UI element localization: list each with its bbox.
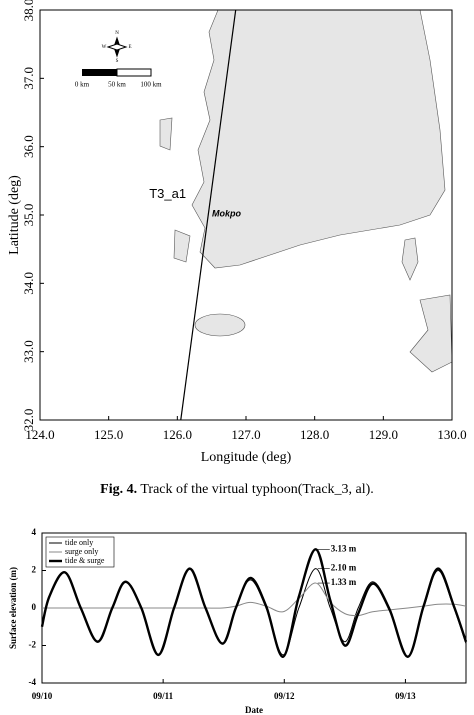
y-tick-label: 36.0 bbox=[21, 135, 36, 158]
value-label: 1.33 m bbox=[331, 577, 357, 587]
x-tick-label: 128.0 bbox=[300, 427, 329, 442]
caption-text: Track of the virtual typhoon(Track_3, al… bbox=[140, 482, 373, 497]
scale-label: 0 km bbox=[75, 81, 90, 89]
y-tick-label: 4 bbox=[32, 527, 37, 537]
y-tick-label: 32.0 bbox=[21, 409, 36, 432]
legend-label: tide & surge bbox=[65, 556, 105, 565]
land bbox=[159, 9, 453, 373]
x-tick-label: 09/10 bbox=[32, 691, 53, 701]
x-tick-label: 125.0 bbox=[94, 427, 123, 442]
compass-label: E bbox=[128, 45, 131, 50]
compass-label: W bbox=[102, 45, 107, 50]
y-tick-label: -4 bbox=[29, 677, 37, 687]
x-axis-label: Date bbox=[245, 705, 263, 715]
x-tick-label: 09/11 bbox=[153, 691, 174, 701]
x-tick-label: 124.0 bbox=[25, 427, 54, 442]
series-line bbox=[40, 548, 468, 658]
y-axis-label: Surface elevation (m) bbox=[8, 567, 18, 649]
y-tick-label: 33.0 bbox=[21, 340, 36, 363]
y-tick-label: 38.0 bbox=[21, 0, 36, 21]
caption-label: Fig. 4. bbox=[100, 482, 137, 497]
scale-label: 100 km bbox=[140, 81, 162, 89]
x-tick-label: 127.0 bbox=[231, 427, 260, 442]
compass bbox=[106, 36, 128, 58]
compass-label: N bbox=[115, 31, 119, 36]
y-tick-label: -2 bbox=[29, 640, 37, 650]
y-tick-label: 37.0 bbox=[21, 67, 36, 90]
value-label: 2.10 m bbox=[331, 563, 357, 573]
x-axis-label: Longitude (deg) bbox=[201, 450, 292, 465]
place-label: Mokpo bbox=[212, 208, 241, 218]
scale-bar bbox=[116, 68, 152, 77]
x-tick-label: 129.0 bbox=[369, 427, 398, 442]
y-tick-label: 35.0 bbox=[21, 204, 36, 227]
x-tick-label: 130.0 bbox=[437, 427, 466, 442]
x-tick-label: 126.0 bbox=[163, 427, 192, 442]
caption: Fig. 4. Track of the virtual typhoon(Tra… bbox=[100, 482, 374, 497]
scale-label: 50 km bbox=[108, 81, 126, 89]
x-tick-label: 09/13 bbox=[395, 691, 416, 701]
legend-label: surge only bbox=[65, 547, 98, 556]
y-tick-label: 0 bbox=[32, 602, 37, 612]
y-tick-label: 2 bbox=[32, 565, 37, 575]
series-line bbox=[41, 582, 467, 617]
x-tick-label: 09/12 bbox=[274, 691, 295, 701]
compass-label: S bbox=[116, 59, 119, 64]
value-label: 3.13 m bbox=[331, 543, 357, 553]
track-line bbox=[180, 9, 237, 421]
y-axis-label: Latitude (deg) bbox=[7, 175, 22, 255]
track-label: T3_a1 bbox=[149, 186, 186, 201]
legend-label: tide only bbox=[65, 538, 93, 547]
y-tick-label: 34.0 bbox=[21, 272, 36, 295]
scale-bar bbox=[82, 69, 117, 76]
